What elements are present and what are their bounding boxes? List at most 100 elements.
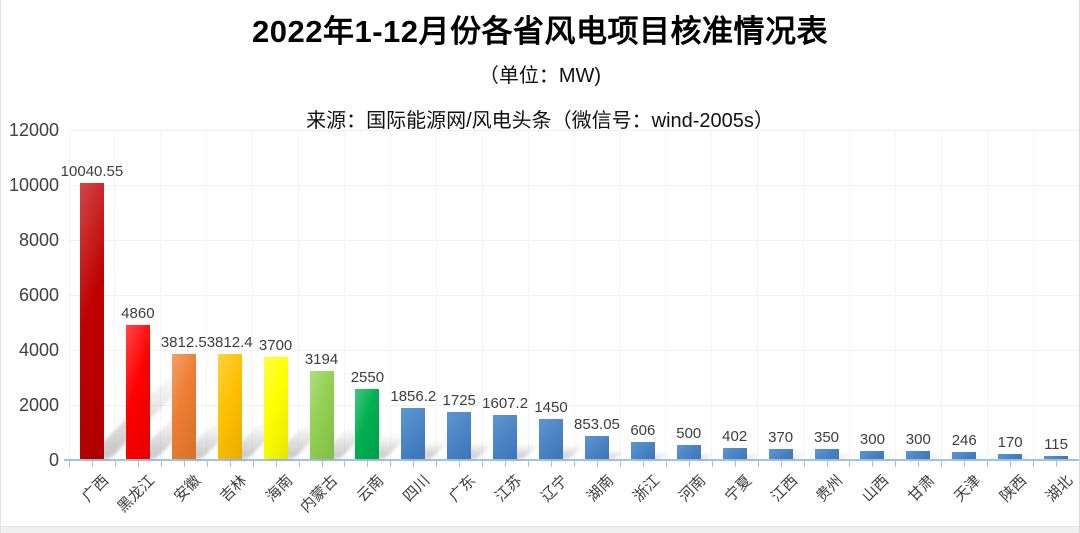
x-axis-tick <box>114 461 116 467</box>
bar <box>722 447 747 459</box>
bar <box>768 448 793 459</box>
bar-value-label: 300 <box>859 430 885 448</box>
bar-value-label: 606 <box>630 422 656 440</box>
x-axis-tick <box>321 461 323 467</box>
bar <box>263 357 288 459</box>
x-axis-tick <box>528 461 530 467</box>
bar <box>676 445 701 459</box>
x-axis-tick <box>711 461 713 467</box>
x-axis-tick <box>505 461 507 467</box>
x-axis-tick <box>390 461 392 467</box>
x-axis-tick <box>551 461 553 467</box>
chart-source-line: 来源：国际能源网/风电头条（微信号：wind-2005s） <box>306 110 774 132</box>
y-axis-tick-label: 8000 <box>18 230 59 250</box>
y-axis-tick-label: 4000 <box>18 340 59 360</box>
bar <box>447 411 472 459</box>
x-axis-tick <box>160 461 162 467</box>
y-axis-tick-label: 12000 <box>8 120 59 140</box>
v-gridline <box>481 130 483 460</box>
y-axis-tick-label: 2000 <box>18 395 59 415</box>
bar <box>952 452 977 459</box>
bar <box>493 414 518 459</box>
x-axis-tick <box>367 461 369 467</box>
v-gridline <box>252 130 254 460</box>
v-gridline <box>848 130 850 460</box>
y-axis-tick-label: 10000 <box>8 175 59 195</box>
bar-value-label: 3700 <box>258 337 293 355</box>
x-axis-tick <box>298 461 300 467</box>
bar-value-label: 1856.2 <box>390 387 437 405</box>
v-gridline <box>757 130 759 460</box>
v-gridline <box>711 130 713 460</box>
bar-value-label: 4860 <box>121 305 155 323</box>
bar-value-label: 3812.5 <box>160 334 207 352</box>
bar-value-label: 3812.4 <box>206 334 253 352</box>
bar <box>1044 455 1069 459</box>
x-axis-tick <box>918 461 920 467</box>
v-gridline <box>68 130 70 460</box>
bar <box>401 407 426 459</box>
bar-value-label: 246 <box>951 432 977 450</box>
bar-value-label: 1725 <box>442 391 476 409</box>
x-axis-tick <box>872 461 874 467</box>
x-axis-tick <box>596 461 598 467</box>
bar-value-label: 500 <box>676 425 702 443</box>
bar-value-label: 370 <box>768 428 794 446</box>
bar <box>79 182 104 459</box>
bar <box>906 450 931 459</box>
bar <box>860 450 885 459</box>
v-gridline <box>1078 130 1079 460</box>
x-axis-label-text: 湖北 <box>1042 472 1077 506</box>
v-gridline <box>803 130 805 460</box>
bar <box>630 442 655 459</box>
bar <box>125 325 150 459</box>
x-axis-tick <box>344 461 346 467</box>
v-gridline <box>343 130 345 460</box>
bar <box>217 354 242 459</box>
x-axis-tick <box>1056 461 1058 467</box>
x-axis-tick <box>619 461 621 467</box>
bar <box>539 419 564 459</box>
x-axis-tick <box>183 461 185 467</box>
bar <box>998 454 1023 459</box>
x-axis-tick <box>757 461 759 467</box>
v-gridline <box>986 130 988 460</box>
x-axis-tick <box>1033 461 1035 467</box>
x-axis-tick <box>459 461 461 467</box>
bar-value-label: 1607.2 <box>482 394 529 412</box>
bar <box>355 388 380 459</box>
bar <box>584 435 609 459</box>
v-gridline <box>298 130 300 460</box>
plot-area: 0 2000 4000 6000 8000 10000 12000 10040.55 广西 486… <box>9 120 1079 516</box>
x-axis-tick <box>69 461 70 467</box>
bar-value-label: 3194 <box>304 351 339 369</box>
bar-value-label: 853.05 <box>574 415 620 433</box>
x-axis-tick <box>688 461 690 467</box>
bar-value-label: 1450 <box>534 399 568 417</box>
x-axis-tick <box>964 461 966 467</box>
x-axis-tick <box>803 461 805 467</box>
x-axis-tick <box>849 461 851 467</box>
bottom-strip <box>1 526 1079 533</box>
bar-value-label: 2550 <box>350 368 385 386</box>
x-axis-tick <box>574 461 575 467</box>
x-axis-tick <box>252 461 254 467</box>
bar-value-label: 115 <box>1044 435 1068 453</box>
x-axis-tick <box>482 461 484 467</box>
y-axis-tick-label: 6000 <box>18 285 59 305</box>
v-gridline <box>114 130 116 460</box>
v-gridline <box>940 130 942 460</box>
chart-title: 2022年1-12月份各省风电项目核准情况表 <box>251 14 828 49</box>
x-axis-tick <box>895 461 897 467</box>
bar <box>171 354 196 459</box>
x-axis-tick <box>137 461 139 467</box>
bar <box>309 371 334 459</box>
bar <box>814 449 839 459</box>
v-gridline <box>665 130 667 460</box>
x-axis-tick <box>642 461 644 467</box>
bar-value-label: 350 <box>813 429 840 447</box>
x-axis-tick <box>826 461 828 467</box>
x-axis-tick <box>91 461 93 467</box>
x-axis-tick <box>413 461 415 467</box>
